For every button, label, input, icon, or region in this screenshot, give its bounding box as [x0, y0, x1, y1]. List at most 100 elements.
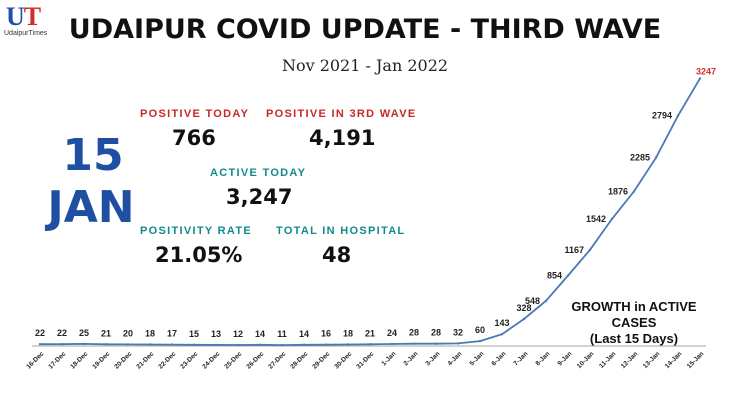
data-label: 1876: [608, 186, 628, 196]
data-label: 28: [409, 328, 419, 338]
logo-letter-u: U: [6, 2, 25, 31]
x-tick-label: 17-Dec: [47, 350, 67, 370]
x-tick-label: 21-Dec: [135, 350, 155, 370]
total-hospital-label: TOTAL IN HOSPITAL: [276, 225, 406, 237]
data-label: 548: [525, 296, 540, 306]
x-tick-label: 25-Dec: [223, 350, 243, 370]
x-tick-label: 14-Jan: [664, 350, 684, 370]
x-tick-label: 16-Dec: [25, 350, 45, 370]
x-tick-label: 26-Dec: [245, 350, 265, 370]
data-point: [170, 343, 174, 346]
data-label: 28: [431, 328, 441, 338]
data-label: 11: [277, 329, 287, 339]
x-tick-label: 23-Dec: [179, 350, 199, 370]
chart-annotation-line-1: GROWTH in ACTIVE CASES: [571, 299, 697, 330]
data-point: [192, 343, 196, 346]
data-label: 1542: [586, 214, 606, 224]
data-point: [698, 77, 702, 80]
data-label: 25: [79, 328, 89, 338]
data-label: 3247: [696, 66, 716, 76]
date-day: 15: [62, 130, 124, 181]
x-tick-label: 2-Jan: [402, 350, 419, 367]
data-label: 13: [211, 329, 221, 339]
data-point: [588, 248, 592, 251]
x-tick-label: 5-Jan: [468, 350, 485, 367]
positive-today-label: POSITIVE TODAY: [140, 108, 250, 120]
active-today-value: 3,247: [226, 185, 293, 209]
active-today-label: ACTIVE TODAY: [210, 167, 307, 179]
data-point: [82, 342, 86, 346]
data-point: [324, 343, 328, 346]
data-point: [126, 343, 130, 346]
udaipurtimes-logo: UT UdaipurTimes: [4, 4, 64, 40]
data-point: [500, 333, 504, 336]
data-label: 18: [145, 329, 155, 339]
x-tick-label: 27-Dec: [267, 350, 287, 370]
positive-3rd-wave-label: POSITIVE IN 3RD WAVE: [266, 108, 417, 120]
data-label: 1167: [564, 245, 584, 255]
data-point: [368, 343, 372, 346]
date-month: JAN: [47, 182, 135, 233]
data-point: [544, 299, 548, 302]
x-tick-label: 20-Dec: [113, 350, 133, 370]
data-label: 21: [101, 328, 111, 338]
positive-3rd-wave-value: 4,191: [309, 126, 376, 150]
logo-letter-t: T: [23, 2, 41, 31]
data-point: [280, 343, 284, 347]
x-tick-label: 6-Jan: [490, 350, 507, 367]
data-label: 2285: [630, 153, 650, 163]
x-tick-label: 9-Jan: [556, 350, 573, 367]
data-label: 854: [547, 271, 562, 281]
x-tick-label: 31-Dec: [355, 350, 375, 370]
data-label: 18: [343, 329, 353, 339]
data-point: [346, 343, 350, 346]
logo-mark: UT: [6, 2, 41, 31]
x-tick-label: 1-Jan: [380, 350, 397, 367]
positive-today-value: 766: [172, 126, 216, 150]
x-tick-label: 10-Jan: [576, 350, 596, 370]
data-point: [610, 217, 614, 221]
total-hospital-value: 48: [322, 243, 352, 267]
data-label: 32: [453, 327, 463, 337]
logo-subtext: UdaipurTimes: [4, 30, 48, 37]
chart-annotation: GROWTH in ACTIVE CASES (Last 15 Days): [552, 299, 716, 347]
positivity-rate-value: 21.05%: [155, 243, 243, 267]
data-point: [390, 342, 394, 346]
x-tick-label: 19-Dec: [91, 350, 111, 370]
data-point: [654, 156, 658, 159]
data-point: [566, 274, 570, 277]
data-point: [38, 343, 42, 346]
data-label: 15: [189, 329, 199, 339]
data-label: 21: [365, 328, 375, 338]
x-tick-label: 3-Jan: [424, 350, 441, 367]
data-label: 328: [516, 303, 531, 313]
page-subtitle: Nov 2021 - Jan 2022: [281, 56, 449, 75]
data-point: [258, 343, 262, 346]
page-title: UDAIPUR COVID UPDATE - THIRD WAVE: [68, 14, 662, 45]
x-tick-label: 15-Jan: [686, 350, 706, 370]
data-point: [60, 343, 64, 346]
data-point: [632, 190, 636, 193]
data-point: [236, 343, 240, 347]
data-label: 17: [167, 329, 177, 339]
data-point: [522, 317, 526, 321]
x-tick-label: 24-Dec: [201, 350, 221, 370]
data-label: 143: [494, 318, 509, 328]
data-label: 24: [387, 328, 397, 338]
chart-annotation-line-2: (Last 15 Days): [589, 331, 679, 346]
x-tick-label: 18-Dec: [69, 350, 89, 370]
active-cases-series-line: [40, 77, 701, 347]
data-point: [302, 343, 306, 346]
data-label: 14: [255, 329, 265, 339]
data-point: [214, 343, 218, 347]
data-point: [412, 342, 416, 345]
x-tick-label: 29-Dec: [311, 350, 331, 370]
x-tick-label: 22-Dec: [157, 350, 177, 370]
x-tick-label: 28-Dec: [289, 350, 309, 370]
data-point: [148, 343, 152, 346]
data-point: [478, 339, 482, 343]
data-label: 22: [35, 328, 45, 338]
data-point: [456, 342, 460, 345]
x-tick-label: 8-Jan: [534, 350, 551, 367]
